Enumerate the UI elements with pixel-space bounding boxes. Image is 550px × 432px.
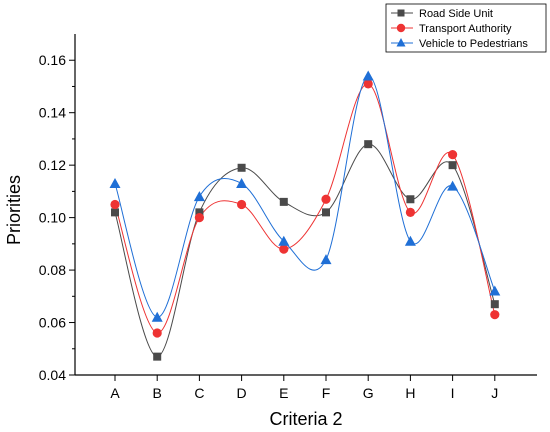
- data-point-circle: [279, 244, 289, 254]
- data-point-square: [406, 195, 415, 204]
- axes: [74, 34, 537, 376]
- series-line: [114, 143, 496, 358]
- series-line: [114, 83, 496, 334]
- legend-marker-vehicle-to-pedestrians: [396, 38, 406, 47]
- x-tick-label: H: [405, 385, 415, 401]
- x-axis-title: Criteria 2: [269, 409, 342, 429]
- data-point-circle: [321, 194, 331, 204]
- data-point-square: [322, 208, 330, 217]
- data-point-circle: [152, 328, 162, 338]
- x-tick-label: J: [491, 385, 498, 401]
- data-point-circle: [490, 310, 500, 320]
- legend-label-road-side-unit: Road Side Unit: [419, 8, 493, 20]
- x-tick-label: I: [451, 385, 455, 401]
- data-point-triangle: [109, 178, 121, 189]
- data-point-triangle: [236, 178, 248, 189]
- data-point-circle: [448, 150, 458, 160]
- data-point-triangle: [489, 285, 501, 296]
- data-point-square: [448, 161, 457, 170]
- y-tick-label: 0.08: [39, 262, 66, 278]
- x-tick-label: A: [110, 385, 120, 401]
- data-point-circle: [194, 213, 204, 223]
- y-tick-label: 0.16: [39, 52, 66, 68]
- data-point-square: [237, 163, 246, 172]
- y-ticks: 0.04 0.06 0.08 0.10 0.12 0.14 0.16: [39, 52, 75, 383]
- data-point-square: [490, 300, 499, 309]
- y-tick-label: 0.04: [39, 367, 66, 383]
- y-tick-label: 0.06: [39, 315, 66, 331]
- x-tick-label: G: [363, 385, 374, 401]
- data-point-triangle: [193, 191, 205, 202]
- legend-marker-road-side-unit: [397, 9, 405, 17]
- x-tick-label: B: [153, 385, 162, 401]
- data-point-square: [111, 208, 119, 217]
- legend-marker-transport-authority: [396, 23, 406, 33]
- x-tick-label: F: [322, 385, 331, 401]
- data-point-triangle: [151, 311, 163, 322]
- data-point-triangle: [320, 254, 332, 265]
- data-point-square: [153, 352, 162, 361]
- legend: Road Side Unit Transport Authority Vehic…: [385, 3, 547, 53]
- data-point-square: [364, 140, 373, 149]
- x-ticks: A B C D E F G H I J: [110, 375, 498, 401]
- data-point-triangle: [362, 70, 374, 81]
- data-point-circle: [405, 207, 415, 217]
- series-markers: [109, 70, 501, 361]
- data-point-triangle: [404, 235, 416, 246]
- data-point-circle: [110, 199, 120, 210]
- y-tick-label: 0.12: [39, 157, 66, 173]
- data-point-circle: [363, 79, 373, 89]
- series-line: [114, 75, 496, 318]
- x-tick-label: D: [237, 385, 247, 401]
- data-point-triangle: [278, 235, 290, 246]
- data-point-triangle: [447, 180, 459, 191]
- y-tick-label: 0.10: [39, 210, 66, 226]
- data-point-square: [279, 197, 288, 206]
- series-lines: [114, 75, 496, 358]
- legend-label-transport-authority: Transport Authority: [419, 23, 512, 35]
- x-tick-label: C: [194, 385, 204, 401]
- x-tick-label: E: [279, 385, 288, 401]
- data-point-square: [195, 208, 204, 217]
- data-point-circle: [237, 199, 247, 210]
- y-axis-title: Priorities: [4, 175, 24, 245]
- y-tick-label: 0.14: [39, 105, 66, 121]
- legend-label-vehicle-to-pedestrians: Vehicle to Pedestrians: [419, 38, 528, 50]
